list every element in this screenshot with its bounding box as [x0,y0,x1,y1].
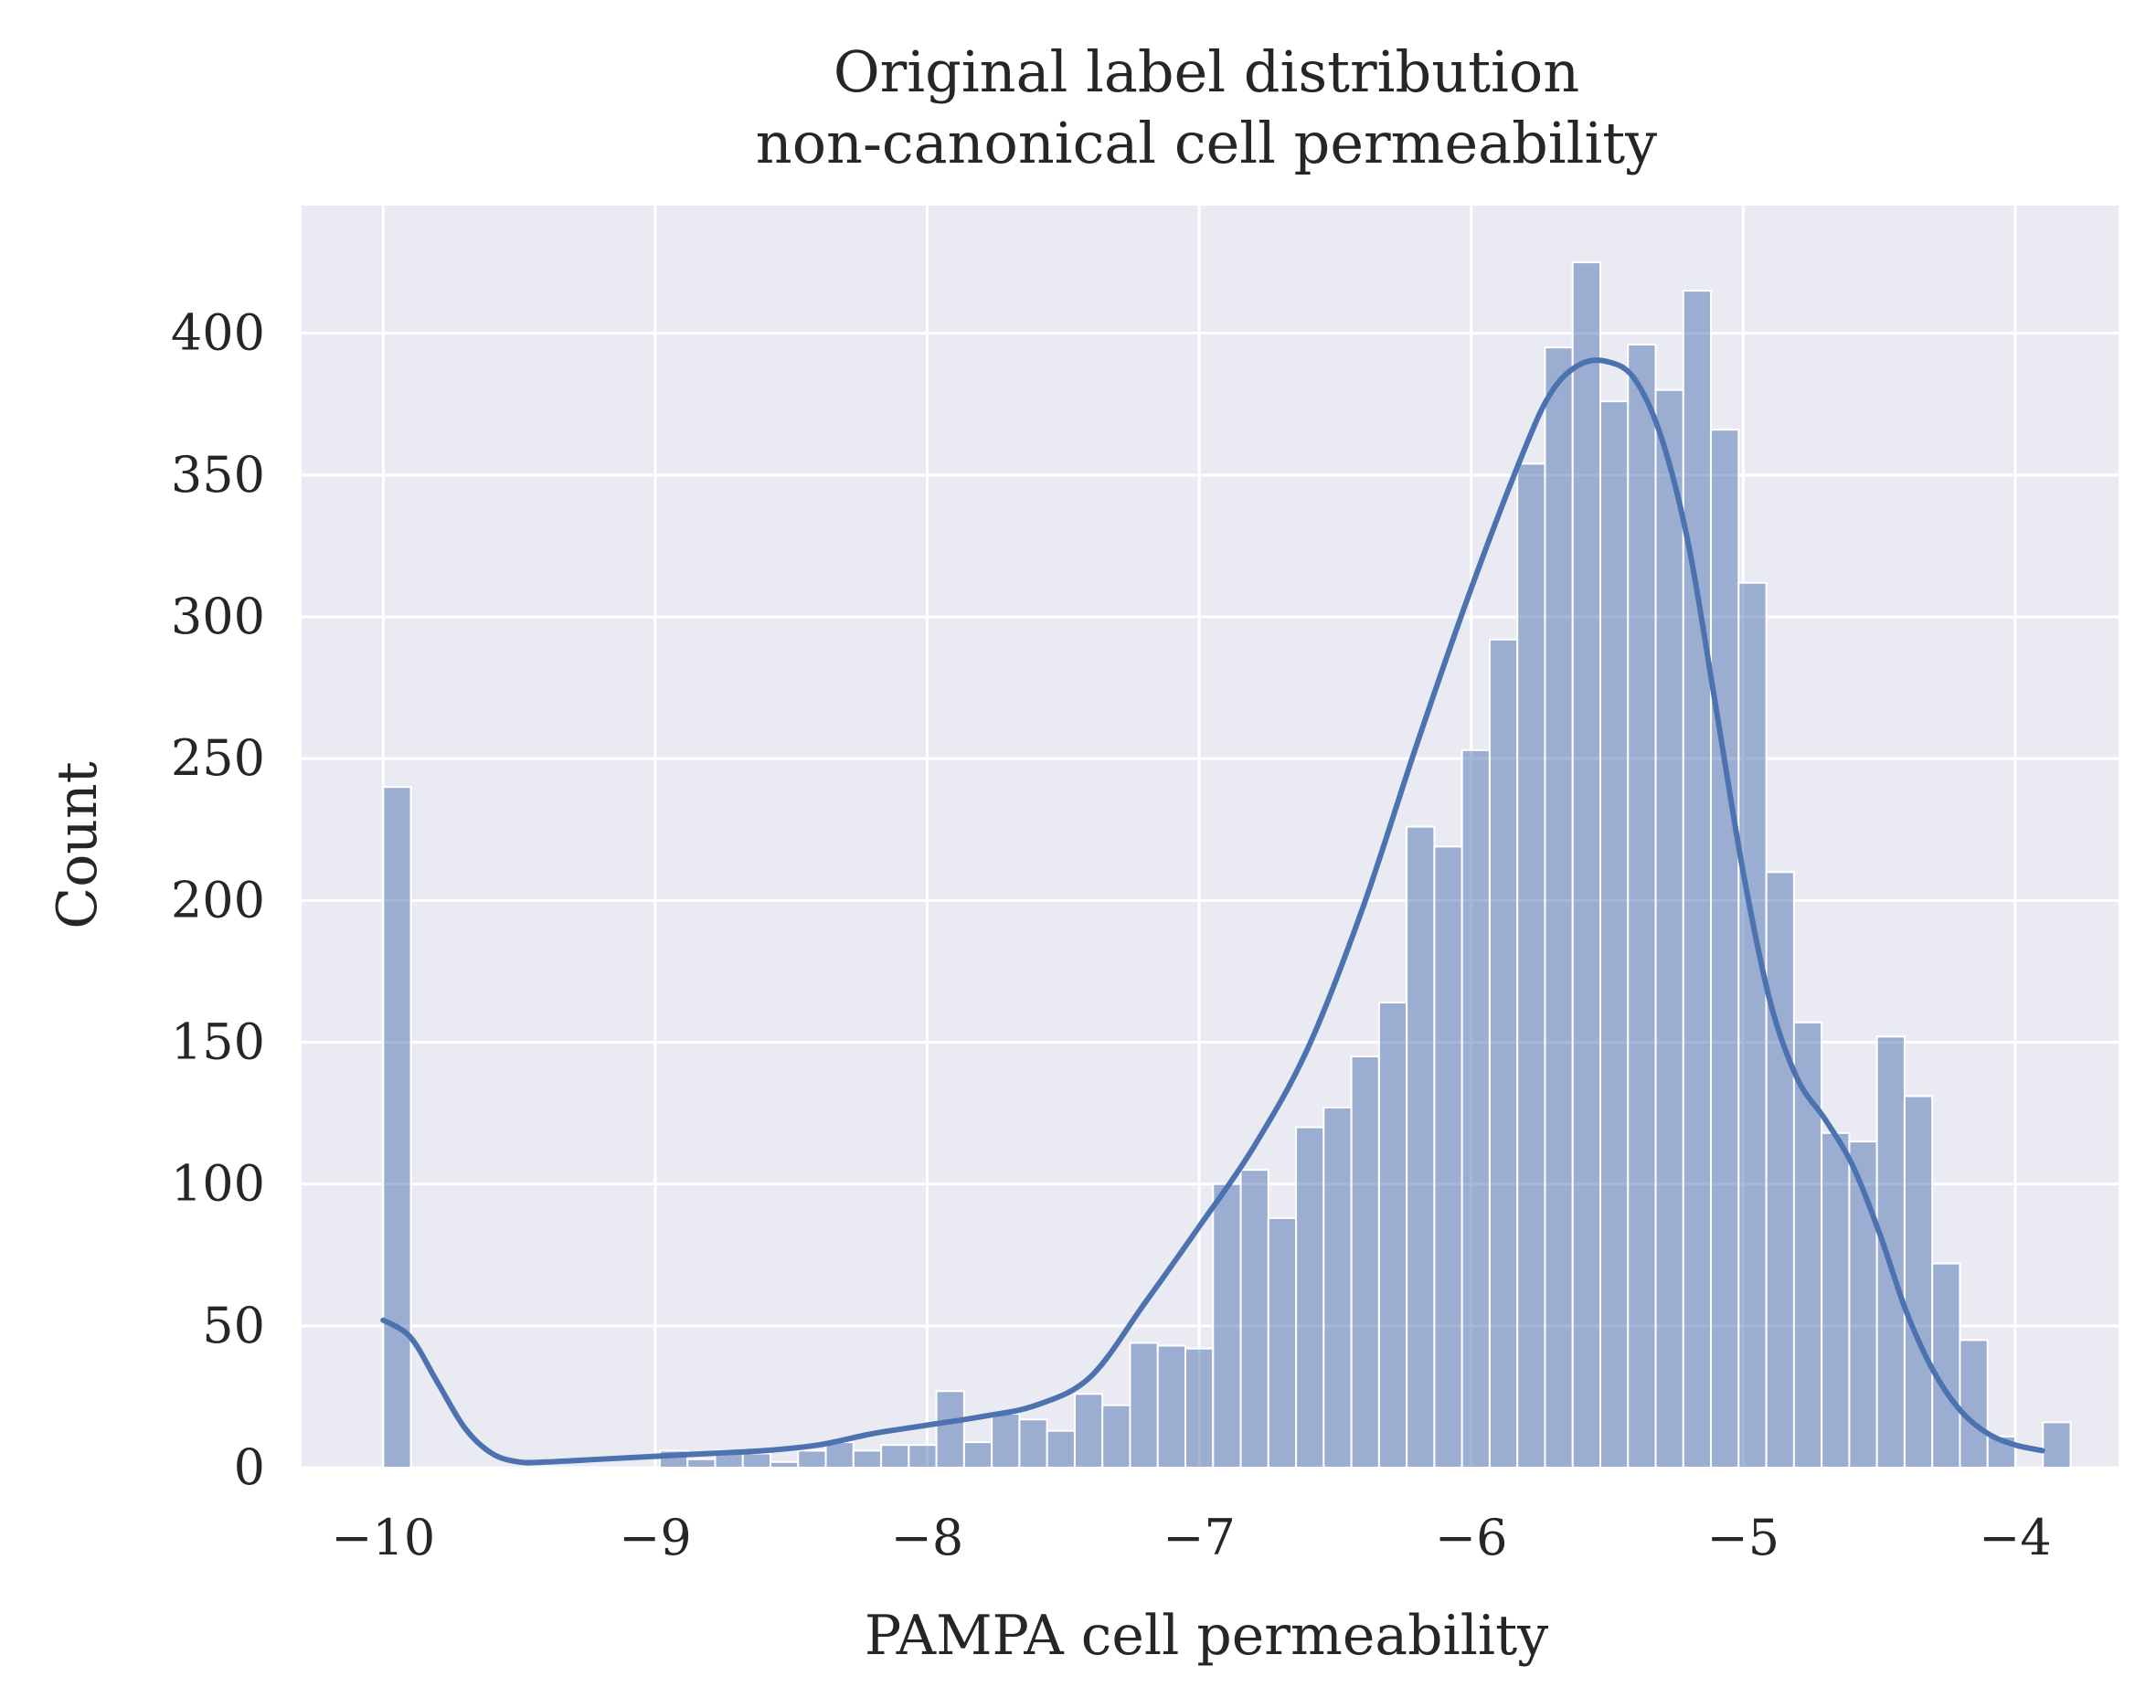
y-tick-label: 50 [202,1297,265,1354]
x-tick-label: −8 [891,1509,964,1566]
x-tick-label: −7 [1163,1509,1236,1566]
y-tick-label: 400 [171,304,265,362]
histogram-bar [1544,346,1574,1469]
histogram-bar [1654,388,1684,1469]
x-tick-label: −4 [1979,1509,2052,1566]
chart-title: Original label distribution [834,38,1579,105]
x-tick-label: −6 [1435,1509,1508,1566]
histogram-bar [824,1441,855,1469]
histogram-bars [382,261,2072,1469]
histogram-bar [1765,871,1795,1469]
histogram-bar [741,1452,772,1469]
histogram-bar [1322,1106,1353,1469]
histogram-bar [1460,748,1491,1469]
histogram-bar [1377,1002,1408,1469]
y-tick-label: 200 [171,871,265,928]
histogram-bar [852,1449,883,1469]
histogram-bar [1959,1339,1989,1469]
y-axis-label: Count [46,761,110,928]
histogram-bar [880,1444,910,1469]
histogram-bar [1903,1095,1934,1469]
histogram-bar [1433,845,1463,1469]
chart-subtitle: non-canonical cell permeability [756,110,1657,176]
y-tick-label: 0 [234,1438,265,1496]
histogram-bar [1682,290,1713,1469]
histogram-bar [908,1444,938,1469]
y-tick-label: 350 [171,446,265,504]
histogram-bar [1239,1169,1269,1469]
histogram-bar [1571,261,1602,1469]
histogram-bar [1599,400,1630,1469]
y-tick-label: 100 [171,1155,265,1213]
histogram-bar [1018,1418,1048,1469]
histogram-bar [1406,825,1436,1469]
histogram-bar [991,1413,1021,1469]
histogram-bar [1737,581,1768,1469]
histogram-bar [1875,1035,1906,1469]
histogram-bar [1046,1429,1076,1469]
histogram-bar [1073,1393,1104,1469]
histogram-bar [1129,1342,1159,1469]
y-tick-label: 300 [171,588,265,645]
histogram-bar [1156,1344,1187,1469]
kde-curve [380,357,2045,1466]
histogram-bar [1101,1404,1131,1469]
histogram-bar [382,786,412,1469]
histogram-bar [1516,462,1546,1469]
histogram-bar [935,1390,965,1469]
histogram-bar [686,1458,717,1469]
histogram-bar [1792,1021,1823,1469]
histogram-bar [1488,638,1519,1469]
histogram-bar [1184,1347,1215,1469]
x-tick-label: −9 [619,1509,692,1566]
y-axis-ticks: 0 50 100 150 200 250 300 350 400 [171,304,265,1496]
histogram-bar [1821,1131,1851,1469]
histogram-bar [1350,1056,1380,1469]
x-axis-label: PAMPA cell permeability [865,1604,1548,1668]
x-axis-ticks: −10 −9 −8 −7 −6 −5 −4 [331,1509,2051,1566]
histogram-bar [1710,429,1740,1469]
histogram-bar [962,1441,993,1469]
x-tick-label: −10 [331,1509,435,1566]
histogram-bar [2042,1421,2072,1469]
y-tick-label: 150 [171,1013,265,1070]
histogram-bar [1627,344,1657,1469]
histogram-bar [1295,1126,1325,1469]
y-tick-label: 250 [171,729,265,787]
x-tick-label: −5 [1707,1509,1780,1566]
histogram-bar [770,1460,800,1469]
histogram-bar [797,1449,827,1469]
histogram-bar [1267,1216,1298,1469]
histogram-bar [1212,1183,1242,1469]
histogram-bar [1931,1262,1961,1469]
